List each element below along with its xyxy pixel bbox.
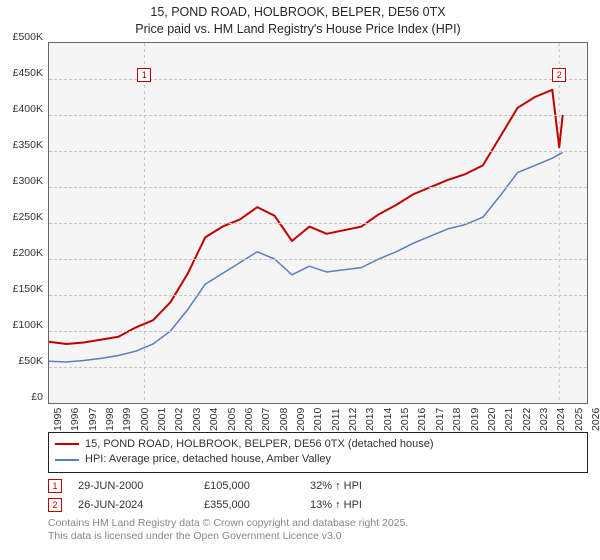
y-tick-label: £150K xyxy=(13,283,43,295)
event-delta: 13% ↑ HPI xyxy=(310,499,362,511)
events-table: 1 29-JUN-2000 £105,000 32% ↑ HPI 2 26-JUN-202… xyxy=(48,479,588,512)
chart-title-block: 15, POND ROAD, HOLBROOK, BELPER, DE56 0T… xyxy=(4,4,592,38)
credit-line1: Contains HM Land Registry data © Crown c… xyxy=(48,517,588,530)
legend-label: HPI: Average price, detached house, Ambe… xyxy=(85,452,331,467)
event-price: £355,000 xyxy=(204,499,294,511)
x-tick-label: 2023 xyxy=(538,407,550,430)
y-axis: £0£50K£100K£150K£200K£250K£300K£350K£400… xyxy=(3,37,47,397)
x-tick-label: 2021 xyxy=(503,407,515,430)
chart-plot-area: £0£50K£100K£150K£200K£250K£300K£350K£400… xyxy=(48,42,588,404)
x-tick-label: 2022 xyxy=(521,407,533,430)
legend-row: HPI: Average price, detached house, Ambe… xyxy=(55,452,581,467)
event-delta: 32% ↑ HPI xyxy=(310,480,362,492)
y-tick-label: £200K xyxy=(13,247,43,259)
y-tick-label: £350K xyxy=(13,139,43,151)
credit-line2: This data is licensed under the Open Gov… xyxy=(48,530,588,543)
x-tick-label: 2011 xyxy=(330,408,342,431)
legend-row: 15, POND ROAD, HOLBROOK, BELPER, DE56 0T… xyxy=(55,437,581,452)
event-date: 26-JUN-2024 xyxy=(78,499,188,511)
y-tick-label: £450K xyxy=(13,67,43,79)
x-tick-label: 1995 xyxy=(52,407,64,430)
credit-block: Contains HM Land Registry data © Crown c… xyxy=(48,517,588,543)
event-marker: 2 xyxy=(48,498,62,512)
x-tick-label: 2026 xyxy=(590,407,600,430)
chart-marker: 2 xyxy=(552,68,566,82)
x-tick-label: 2009 xyxy=(295,407,307,430)
x-tick-label: 2007 xyxy=(260,407,272,430)
x-tick-label: 2019 xyxy=(469,407,481,430)
series-line xyxy=(49,90,563,344)
y-tick-label: £400K xyxy=(13,103,43,115)
gridline xyxy=(49,187,587,188)
gridline xyxy=(49,331,587,332)
x-tick-label: 2001 xyxy=(156,407,168,430)
x-tick-label: 2010 xyxy=(312,407,324,430)
legend-label: 15, POND ROAD, HOLBROOK, BELPER, DE56 0T… xyxy=(85,437,433,452)
x-tick-label: 2004 xyxy=(208,407,220,430)
x-tick-label: 2013 xyxy=(364,407,376,430)
event-date: 29-JUN-2000 xyxy=(78,480,188,492)
x-tick-label: 2017 xyxy=(434,407,446,430)
x-tick-label: 2012 xyxy=(347,407,359,430)
event-row: 2 26-JUN-2024 £355,000 13% ↑ HPI xyxy=(48,498,588,512)
x-tick-label: 1999 xyxy=(121,407,133,430)
x-tick-label: 2006 xyxy=(243,407,255,430)
x-tick-label: 2014 xyxy=(382,407,394,430)
x-tick-label: 2003 xyxy=(191,407,203,430)
chart-title-line2: Price paid vs. HM Land Registry's House … xyxy=(4,21,592,38)
x-tick-label: 2008 xyxy=(278,407,290,430)
x-tick-label: 2005 xyxy=(226,407,238,430)
y-tick-label: £100K xyxy=(13,319,43,331)
x-tick-label: 2000 xyxy=(139,407,151,430)
y-tick-label: £500K xyxy=(13,31,43,43)
gridline xyxy=(49,79,587,80)
y-tick-label: £50K xyxy=(18,355,43,367)
x-tick-label: 1998 xyxy=(104,407,116,430)
x-tick-label: 2020 xyxy=(486,407,498,430)
gridline xyxy=(49,151,587,152)
event-marker: 1 xyxy=(48,479,62,493)
x-tick-label: 2025 xyxy=(573,407,585,430)
x-tick-label: 1996 xyxy=(69,407,81,430)
x-tick-label: 2024 xyxy=(555,407,567,430)
gridline xyxy=(49,115,587,116)
chart-title-line1: 15, POND ROAD, HOLBROOK, BELPER, DE56 0T… xyxy=(4,4,592,21)
event-row: 1 29-JUN-2000 £105,000 32% ↑ HPI xyxy=(48,479,588,493)
x-tick-label: 2018 xyxy=(451,407,463,430)
chart-below-block: 15, POND ROAD, HOLBROOK, BELPER, DE56 0T… xyxy=(48,432,588,543)
x-tick-label: 2015 xyxy=(399,407,411,430)
x-tick-label: 1997 xyxy=(87,407,99,430)
x-tick-label: 2016 xyxy=(416,407,428,430)
y-tick-label: £300K xyxy=(13,175,43,187)
event-price: £105,000 xyxy=(204,480,294,492)
gridline xyxy=(49,295,587,296)
legend-swatch xyxy=(55,459,79,461)
y-tick-label: £0 xyxy=(31,391,43,403)
x-axis: 1995199619971998199920002001200220032004… xyxy=(49,405,587,425)
x-tick-label: 2002 xyxy=(173,407,185,430)
legend: 15, POND ROAD, HOLBROOK, BELPER, DE56 0T… xyxy=(48,432,588,473)
chart-marker: 1 xyxy=(137,68,151,82)
gridline xyxy=(49,259,587,260)
legend-swatch xyxy=(55,443,79,445)
y-tick-label: £250K xyxy=(13,211,43,223)
gridline xyxy=(49,367,587,368)
gridline xyxy=(49,223,587,224)
figure-root: 15, POND ROAD, HOLBROOK, BELPER, DE56 0T… xyxy=(0,0,600,560)
